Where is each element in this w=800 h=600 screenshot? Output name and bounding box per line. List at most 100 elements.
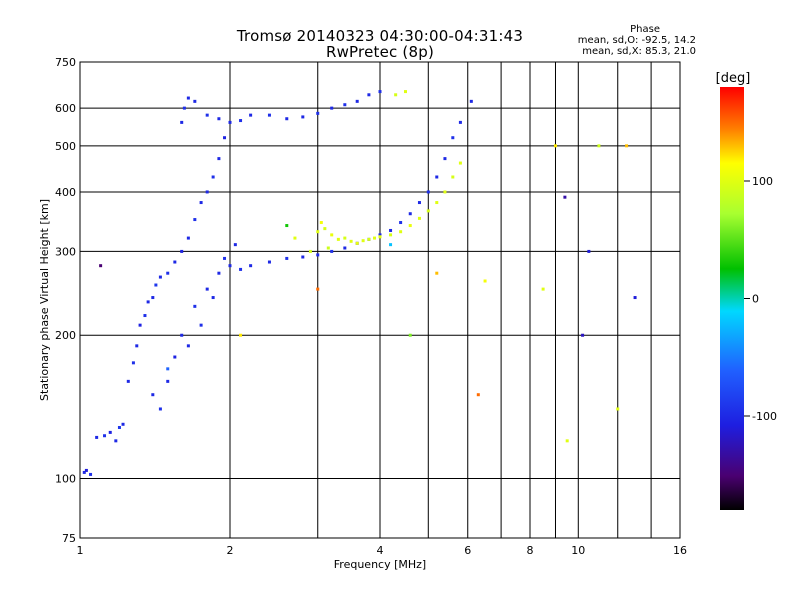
data-point: [217, 117, 221, 121]
data-point: [228, 264, 232, 268]
data-point: [154, 283, 158, 287]
data-point: [180, 120, 184, 124]
data-point: [233, 243, 237, 247]
y-tick-label: 750: [55, 56, 76, 69]
data-point: [633, 296, 637, 300]
chart-subtitle: RwPretec (8p): [325, 43, 435, 61]
data-point: [394, 93, 398, 97]
stats-x-mode: mean, sd,X: 85.3, 21.0: [582, 46, 696, 57]
data-point: [205, 190, 209, 194]
data-point: [293, 236, 297, 240]
data-point: [205, 113, 209, 117]
data-point: [541, 287, 545, 291]
data-point: [211, 296, 215, 300]
data-point: [458, 161, 462, 165]
data-point: [587, 249, 591, 253]
data-point: [121, 422, 125, 426]
data-point: [249, 264, 253, 268]
data-point: [451, 136, 455, 140]
data-point: [239, 119, 243, 123]
y-tick-label: 500: [55, 140, 76, 153]
data-point: [166, 379, 170, 383]
data-point: [458, 120, 462, 124]
data-point: [151, 393, 155, 397]
data-point: [483, 279, 487, 283]
data-point: [217, 271, 221, 275]
data-point: [361, 239, 365, 243]
x-tick-label: 1: [77, 544, 84, 557]
data-point: [343, 103, 347, 107]
data-point: [597, 144, 601, 148]
data-point: [228, 120, 232, 124]
data-points: [82, 90, 637, 476]
data-point: [126, 379, 130, 383]
data-point: [199, 201, 203, 205]
data-point: [378, 90, 382, 94]
data-point: [131, 361, 135, 365]
data-point: [435, 175, 439, 179]
data-point: [82, 470, 86, 474]
data-point: [373, 236, 377, 240]
x-axis-ticks: 1 2 4 6 8 10 16: [77, 544, 688, 557]
data-point: [173, 260, 177, 264]
data-point: [158, 407, 162, 411]
data-point: [95, 435, 99, 439]
colorbar-tick-label: 100: [752, 175, 773, 188]
data-point: [625, 144, 629, 148]
data-point: [285, 117, 289, 121]
data-point: [138, 323, 142, 327]
data-point: [316, 111, 320, 115]
data-point: [343, 236, 347, 240]
y-tick-label: 100: [55, 473, 76, 486]
data-point: [435, 201, 439, 205]
data-point: [223, 256, 227, 260]
data-point: [239, 267, 243, 271]
data-point: [426, 209, 430, 213]
chart-title: Tromsø 20140323 04:30:00-04:31:43: [236, 27, 524, 45]
data-point: [180, 249, 184, 253]
data-point: [326, 246, 330, 250]
colorbar-unit-label: [deg]: [716, 71, 751, 86]
data-point: [316, 287, 320, 291]
y-tick-label: 400: [55, 186, 76, 199]
data-point: [182, 106, 186, 110]
data-point: [186, 344, 190, 348]
data-point: [146, 300, 150, 304]
data-point: [158, 275, 162, 279]
data-point: [319, 221, 323, 225]
y-axis-label: Stationary phase Virtual Height [km]: [38, 199, 51, 401]
data-point: [403, 90, 407, 94]
data-point: [399, 230, 403, 234]
x-tick-label: 16: [673, 544, 687, 557]
data-point: [193, 218, 197, 222]
data-point: [469, 99, 473, 103]
data-point: [399, 221, 403, 225]
data-point: [186, 96, 190, 100]
plot-frame: [79, 61, 681, 539]
data-point: [205, 287, 209, 291]
data-point: [267, 260, 271, 264]
data-point: [389, 243, 393, 247]
data-point: [186, 236, 190, 240]
data-point: [135, 344, 139, 348]
data-point: [349, 239, 353, 243]
data-point: [89, 472, 93, 476]
data-point: [367, 93, 371, 97]
y-axis-ticks: 75 100 200 300 400 500 600 750: [55, 56, 76, 545]
data-point: [114, 439, 118, 443]
data-point: [389, 233, 393, 237]
stats-heading: Phase: [630, 24, 660, 35]
data-point: [108, 430, 112, 434]
data-point: [180, 333, 184, 337]
y-tick-label: 200: [55, 329, 76, 342]
data-point: [330, 106, 334, 110]
colorbar-tick-label: -100: [752, 410, 777, 423]
data-point: [308, 249, 312, 253]
data-point: [443, 190, 447, 194]
data-point: [323, 227, 327, 231]
data-point: [378, 235, 382, 239]
data-point: [166, 271, 170, 275]
data-point: [301, 115, 305, 119]
data-point: [553, 144, 557, 148]
